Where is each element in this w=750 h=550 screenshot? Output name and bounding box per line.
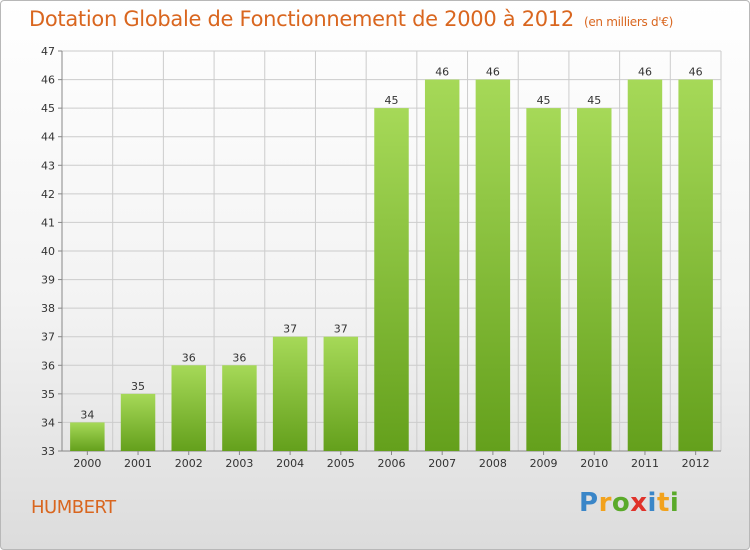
- data-label-2011: 46: [638, 66, 652, 79]
- y-tick-label: 34: [41, 416, 55, 429]
- chart-subtitle: (en milliers d'€): [583, 15, 673, 29]
- y-tick-label: 33: [41, 445, 55, 458]
- y-tick-label: 39: [41, 274, 55, 287]
- logo-letter: i: [669, 488, 680, 518]
- bar-2009: [526, 108, 561, 452]
- data-label-2005: 37: [334, 323, 348, 336]
- logo-letter: t: [656, 488, 670, 518]
- data-label-2009: 45: [537, 94, 551, 107]
- logo-letter: o: [611, 488, 631, 518]
- data-label-2007: 46: [435, 66, 449, 79]
- y-tick-label: 47: [41, 45, 55, 58]
- bar-2003: [222, 365, 257, 451]
- bar-2004: [272, 336, 308, 451]
- bar-2011: [627, 79, 663, 452]
- y-tick-label: 35: [41, 388, 55, 401]
- y-tick-label: 38: [41, 302, 55, 315]
- y-tick-label: 44: [41, 131, 55, 144]
- bar-2002: [171, 365, 206, 451]
- data-label-2002: 36: [182, 351, 196, 364]
- data-label-2012: 46: [689, 66, 703, 79]
- bar-2000: [70, 422, 105, 451]
- commune-name: HUMBERT: [31, 497, 116, 518]
- data-label-2000: 34: [80, 408, 94, 421]
- y-tick-label: 37: [41, 331, 55, 344]
- data-label-2010: 45: [587, 94, 601, 107]
- x-tick-label: 2005: [327, 457, 355, 470]
- y-tick-label: 40: [41, 245, 55, 258]
- x-tick-label: 2012: [682, 457, 710, 470]
- x-tick-label: 2009: [530, 457, 558, 470]
- y-tick-label: 42: [41, 188, 55, 201]
- x-tick-label: 2003: [225, 457, 253, 470]
- logo-letter: r: [598, 488, 612, 518]
- bar-2012: [678, 79, 713, 452]
- bar-2001: [120, 393, 156, 451]
- bar-2008: [475, 79, 511, 452]
- y-tick-label: 41: [41, 216, 55, 229]
- bar-2010: [577, 108, 612, 452]
- data-label-2004: 37: [283, 323, 297, 336]
- bar-2005: [323, 336, 359, 451]
- proxiti-logo: Proxiti: [579, 488, 679, 518]
- axes: 33 34 35 36 37 38 39 40 41 42 43 44 45 46 47 2000 2001 20…: [41, 45, 721, 470]
- chart-title-text: Dotation Globale de Fonctionnement de 20…: [29, 7, 574, 31]
- x-tick-label: 2008: [479, 457, 507, 470]
- bars: [70, 79, 713, 452]
- x-tick-label: 2006: [378, 457, 406, 470]
- bar-2006: [374, 108, 409, 452]
- y-tick-label: 45: [41, 102, 55, 115]
- data-labels: 34 35 36 36 37 37 45 46 46 45 45 46 46: [80, 66, 702, 422]
- logo-letter: x: [630, 488, 648, 518]
- data-label-2006: 45: [385, 94, 399, 107]
- x-tick-label: 2007: [428, 457, 456, 470]
- logo-letter: P: [579, 488, 599, 518]
- x-tick-label: 2004: [276, 457, 304, 470]
- x-tick-label: 2011: [631, 457, 659, 470]
- data-label-2003: 36: [232, 351, 246, 364]
- y-tick-label: 36: [41, 359, 55, 372]
- chart-title: Dotation Globale de Fonctionnement de 20…: [29, 7, 673, 31]
- x-tick-label: 2002: [175, 457, 203, 470]
- y-tick-label: 46: [41, 74, 55, 87]
- data-label-2008: 46: [486, 66, 500, 79]
- bar-2007: [424, 79, 460, 452]
- logo-letter: i: [647, 488, 657, 518]
- x-tick-label: 2010: [580, 457, 608, 470]
- x-tick-label: 2000: [73, 457, 101, 470]
- x-tick-label: 2001: [124, 457, 152, 470]
- data-label-2001: 35: [131, 380, 145, 393]
- y-tick-label: 43: [41, 159, 55, 172]
